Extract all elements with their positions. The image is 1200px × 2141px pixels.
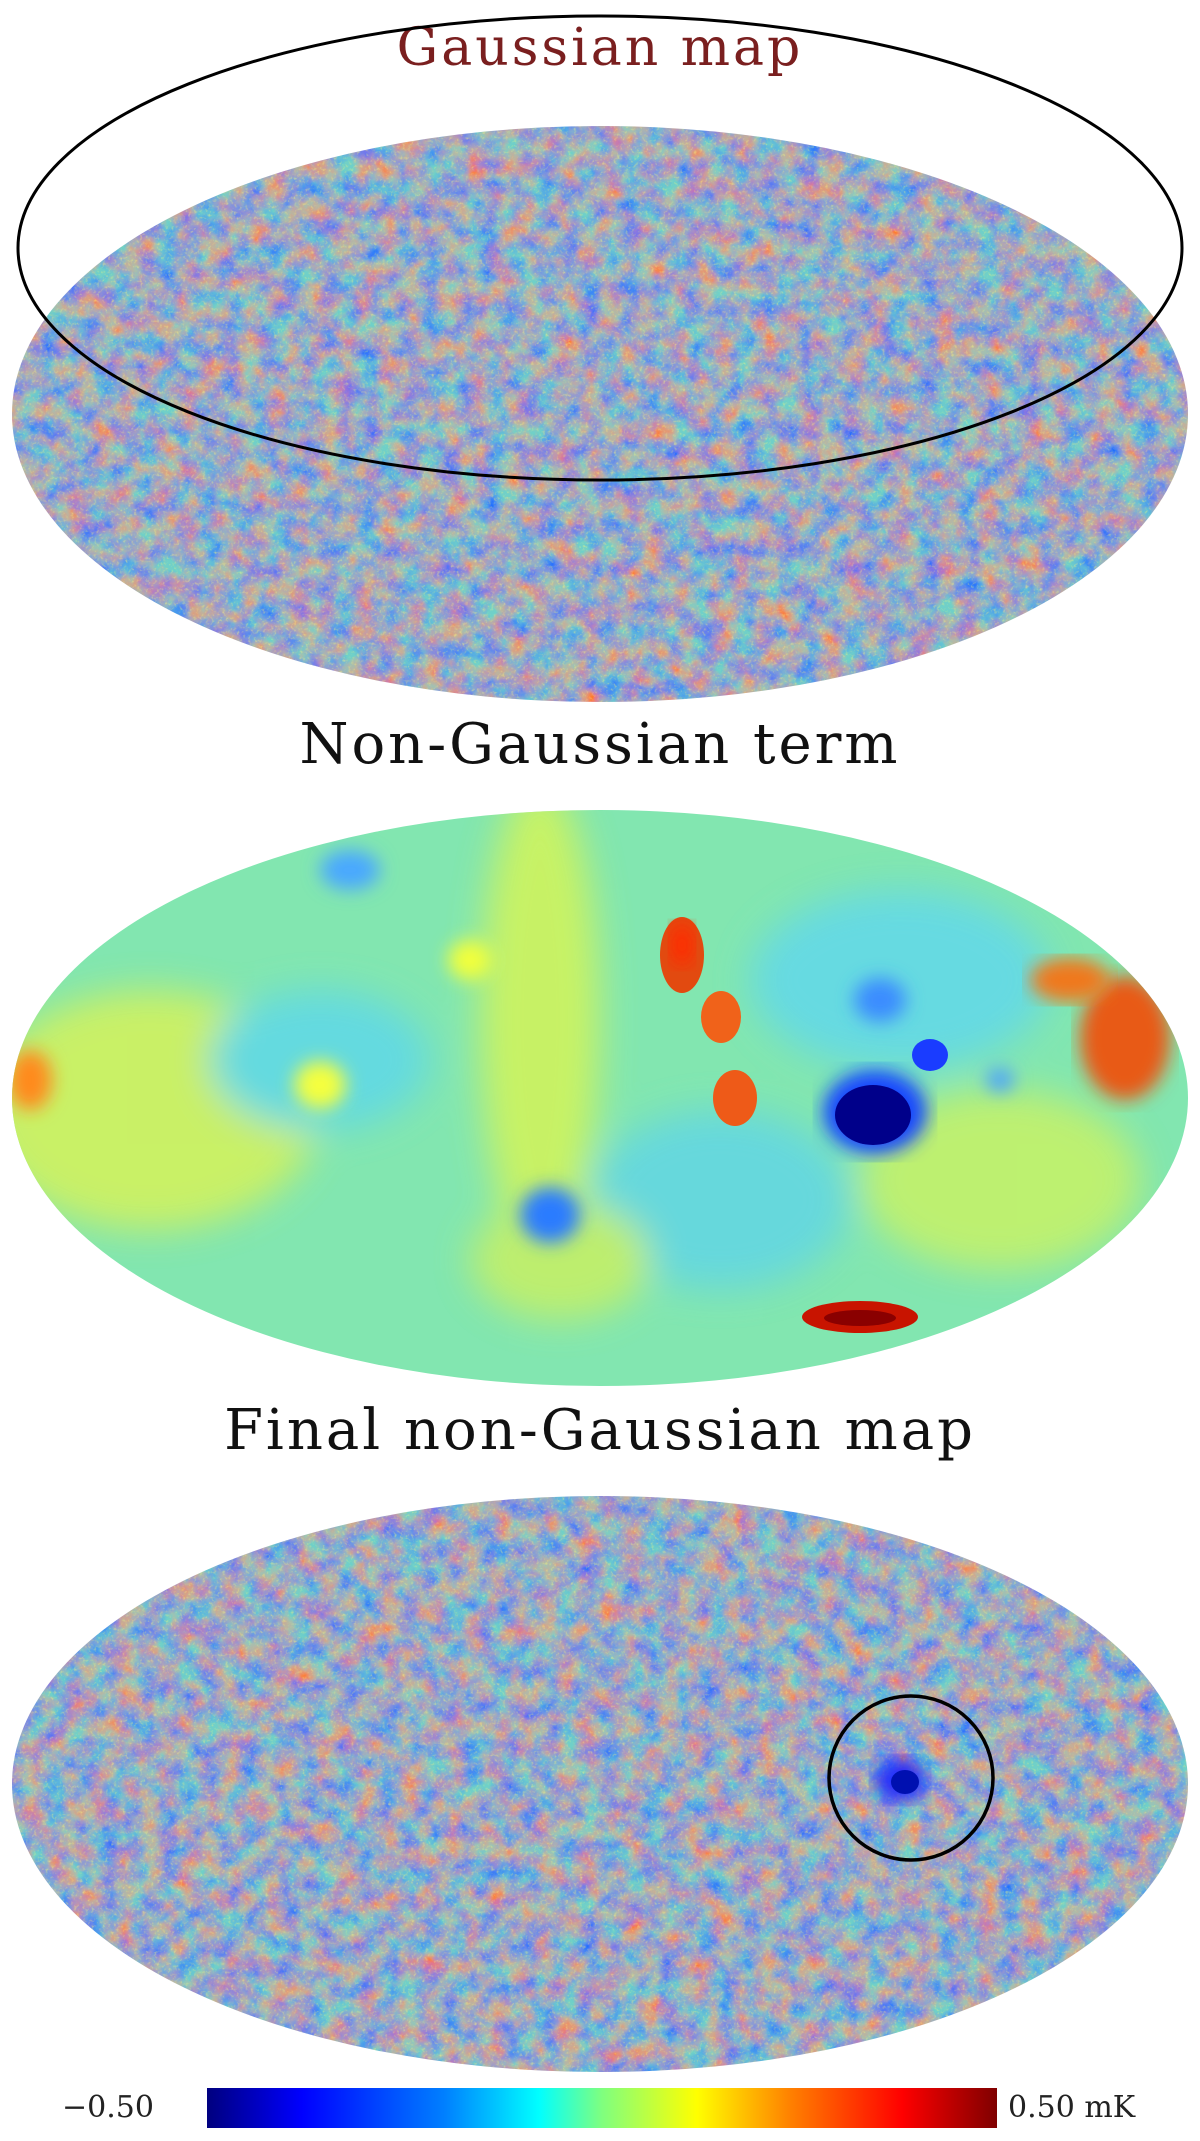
final-map xyxy=(12,1496,1188,2072)
nongaussian-term-map xyxy=(12,810,1188,1386)
gaussian-map-highlight-ellipse xyxy=(16,14,1184,482)
colorbar-min-label: −0.50 xyxy=(62,2090,154,2125)
colorbar-max-label: 0.50 mK xyxy=(1008,2090,1136,2125)
colorbar xyxy=(207,2088,997,2128)
final-map-cold-spot-circle xyxy=(827,1694,995,1862)
gaussian-map xyxy=(12,126,1188,702)
panel-title-gaussian: Gaussian map xyxy=(396,18,804,78)
panel-title-final: Final non-Gaussian map xyxy=(224,1398,976,1463)
panel-title-nongaussian-term: Non-Gaussian term xyxy=(299,712,901,777)
